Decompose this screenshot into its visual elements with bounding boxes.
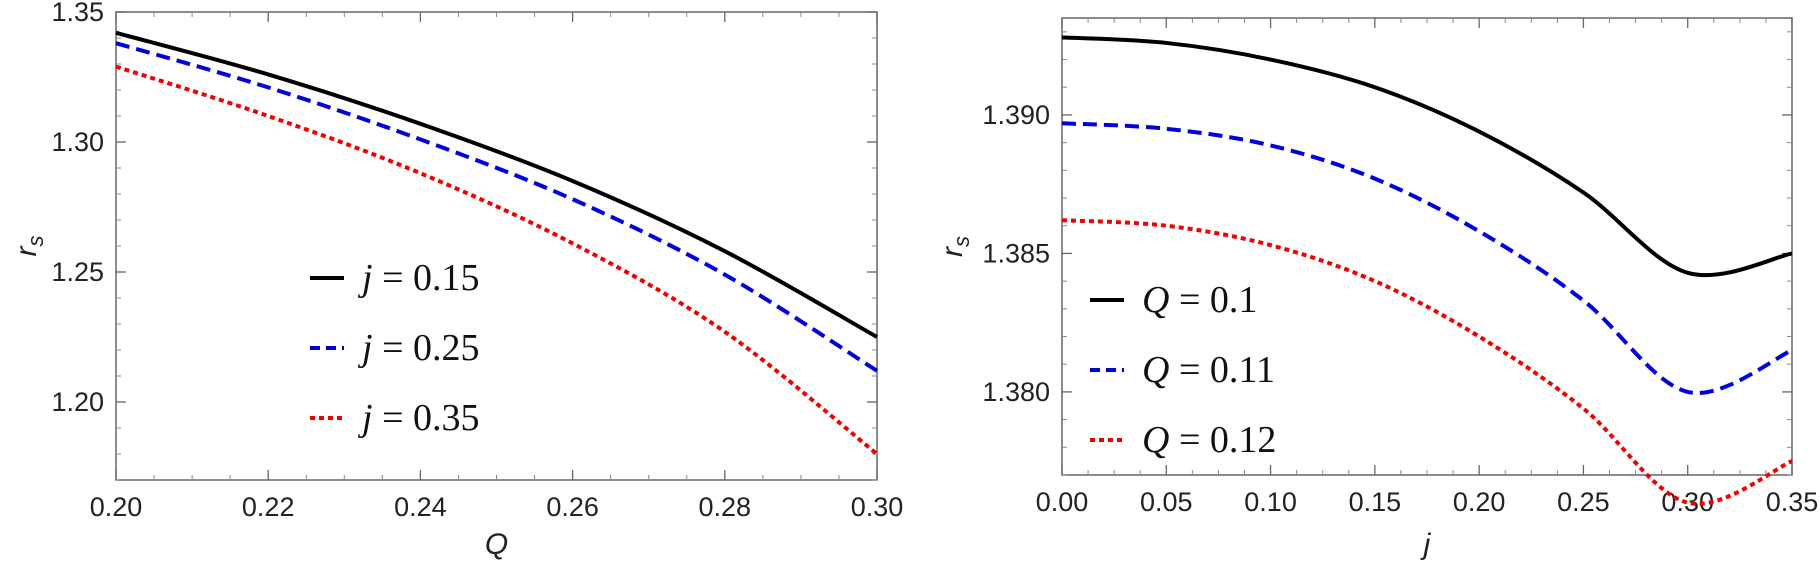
series-line-2 — [1061, 121, 1793, 395]
x-tick-label: 0.24 — [394, 492, 447, 522]
y-axis-label: rs — [10, 236, 48, 257]
legend-label: Q = 0.1 — [1142, 279, 1257, 321]
legend: j = 0.15 j = 0.25 j = 0.35 — [310, 257, 480, 439]
legend-label: j = 0.25 — [357, 327, 480, 369]
legend: Q = 0.1 Q = 0.11 Q = 0.12 — [1090, 279, 1276, 461]
legend-label: j = 0.15 — [357, 257, 480, 299]
x-tick-label: 0.20 — [90, 492, 143, 522]
y-axis-label: rs — [936, 236, 974, 257]
series-line-1 — [1061, 35, 1793, 278]
y-tick-label: 1.390 — [982, 100, 1050, 130]
series-line-1 — [115, 30, 878, 339]
series-line-2 — [115, 41, 879, 373]
y-tick-label: 1.380 — [982, 377, 1050, 407]
x-tick-label: 0.26 — [546, 492, 599, 522]
x-tick-label: 0.30 — [1661, 487, 1714, 517]
x-tick-label: 0.22 — [242, 492, 295, 522]
y-tick-label: 1.385 — [982, 238, 1050, 268]
x-tick-label: 0.15 — [1349, 487, 1402, 517]
x-tick-label: 0.05 — [1140, 487, 1193, 517]
legend-label: Q = 0.12 — [1142, 419, 1276, 461]
plot-frame — [115, 11, 878, 481]
x-tick-label: 0.28 — [699, 492, 752, 522]
x-tick-label: 0.20 — [1453, 487, 1506, 517]
series-line-3 — [1061, 218, 1793, 506]
x-tick-label: 0.10 — [1244, 487, 1297, 517]
left-chart-panel: 0.20 0.22 0.24 0.26 0.28 0.30 1.20 1.25 1.30 1.35… — [10, 0, 903, 561]
y-tick-label: 1.30 — [51, 127, 104, 157]
x-axis-label: j — [1420, 528, 1432, 561]
y-tick-label: 1.25 — [51, 257, 104, 287]
y-tick-label: 1.35 — [51, 0, 104, 27]
x-tick-label: 0.25 — [1557, 487, 1610, 517]
legend-label: Q = 0.11 — [1142, 349, 1275, 391]
x-tick-label: 0.35 — [1766, 487, 1819, 517]
plot-frame — [1061, 17, 1793, 476]
x-tick-label: 0.00 — [1036, 487, 1089, 517]
x-tick-label: 0.30 — [851, 492, 904, 522]
y-tick-label: 1.20 — [51, 387, 104, 417]
legend-label: j = 0.35 — [357, 397, 480, 439]
x-axis-label: Q — [485, 528, 508, 561]
series-line-3 — [115, 64, 879, 456]
right-chart-panel: 0.00 0.05 0.10 0.15 0.20 0.25 0.30 0.35 1.380 1.3… — [936, 17, 1819, 561]
